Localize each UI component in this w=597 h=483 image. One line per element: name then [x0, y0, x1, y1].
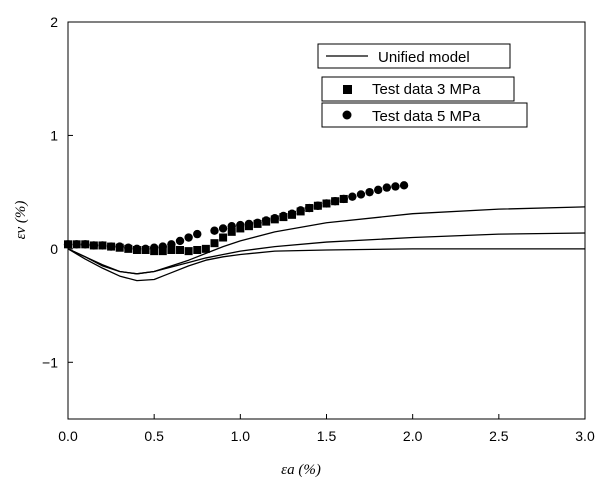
- x-tick-label: 0.0: [58, 428, 78, 444]
- test-data-5mpa-point: [399, 181, 409, 190]
- test-data-5mpa-point: [98, 241, 107, 250]
- test-data-5mpa-point: [236, 220, 245, 230]
- test-data-5mpa-point: [382, 183, 392, 192]
- test-data-5mpa-point: [261, 216, 271, 225]
- test-data-5mpa-point: [167, 240, 176, 249]
- test-data-5mpa-point: [356, 190, 366, 199]
- y-axis-title: εv (%): [13, 201, 29, 240]
- test-data-5mpa-point: [270, 214, 279, 223]
- legend-box-5mpa: [321, 102, 528, 128]
- legend-label-unified-model: Unified model: [378, 49, 470, 66]
- y-tick-label: −1: [42, 354, 58, 370]
- x-tick-label: 3.0: [575, 428, 595, 444]
- test-data-5mpa-point: [158, 242, 167, 251]
- y-tick-label: 2: [50, 14, 58, 30]
- data-markers: [63, 181, 409, 256]
- test-data-5mpa-point: [115, 242, 124, 251]
- test-data-5mpa-point: [374, 185, 383, 195]
- test-data-5mpa-point: [89, 241, 99, 250]
- test-data-5mpa-point: [210, 226, 219, 235]
- test-data-5mpa-point: [106, 242, 116, 251]
- test-data-5mpa-point: [149, 243, 159, 252]
- test-data-5mpa-point: [81, 240, 90, 249]
- test-data-5mpa-point: [365, 187, 374, 197]
- test-data-3mpa-point: [227, 227, 236, 236]
- test-data-5mpa-point: [339, 194, 348, 204]
- x-tick-label: 1.0: [231, 428, 251, 444]
- test-data-5mpa-point: [305, 203, 314, 213]
- unified-model-curve: [67, 206, 586, 275]
- test-data-5mpa-point: [279, 211, 288, 221]
- test-data-5mpa-point: [72, 240, 81, 249]
- test-data-5mpa-point: [391, 182, 400, 191]
- test-data-5mpa-point: [287, 209, 297, 218]
- x-tick-label: 2.0: [403, 428, 423, 444]
- x-axis-ticks: 0.0 0.5 1.0 1.5 2.0 2.5 3.0: [58, 414, 595, 444]
- x-tick-label: 1.5: [317, 428, 337, 444]
- y-axis-ticks: −1 0 1 2: [42, 14, 73, 370]
- legend-box-3mpa: [321, 76, 515, 102]
- test-data-5mpa-point: [141, 244, 150, 254]
- test-data-3mpa-point: [193, 245, 202, 254]
- test-data-5mpa-point: [322, 199, 331, 208]
- y-tick-label: 1: [50, 127, 58, 143]
- test-data-3mpa-point: [158, 247, 167, 256]
- test-data-5mpa-point: [313, 201, 323, 210]
- x-axis-title: εa (%): [281, 462, 321, 478]
- test-data-3mpa-point: [184, 247, 193, 256]
- x-tick-label: 0.5: [144, 428, 164, 444]
- test-data-5mpa-point: [348, 192, 357, 201]
- legend: Unified model Test data 3 MPa Test data …: [317, 43, 528, 128]
- test-data-5mpa-point: [132, 244, 142, 254]
- test-data-3mpa-point: [219, 233, 228, 242]
- test-data-5mpa-point: [227, 221, 236, 231]
- test-data-5mpa-point: [124, 243, 133, 252]
- model-curves: [67, 206, 586, 282]
- test-data-5mpa-point: [193, 229, 202, 239]
- test-data-3mpa-point: [176, 245, 185, 254]
- test-data-5mpa-point: [218, 224, 228, 233]
- legend-circle-marker: [342, 110, 352, 120]
- test-data-5mpa-point: [296, 206, 305, 215]
- legend-label-test-data-5mpa: Test data 5 MPa: [372, 108, 481, 125]
- legend-label-test-data-3mpa: Test data 3 MPa: [372, 81, 481, 98]
- test-data-5mpa-point: [184, 233, 193, 242]
- test-data-5mpa-point: [253, 218, 262, 227]
- test-data-3mpa-point: [210, 239, 219, 248]
- legend-square-marker: [343, 85, 352, 94]
- y-tick-label: 0: [50, 241, 58, 257]
- x-tick-label: 2.5: [489, 428, 509, 444]
- test-data-5mpa-point: [175, 236, 185, 246]
- test-data-3mpa-point: [167, 245, 176, 254]
- unified-model-curve: [67, 248, 585, 282]
- test-data-3mpa-point: [201, 244, 210, 253]
- test-data-5mpa-point: [244, 219, 254, 229]
- test-data-5mpa-point: [330, 197, 340, 206]
